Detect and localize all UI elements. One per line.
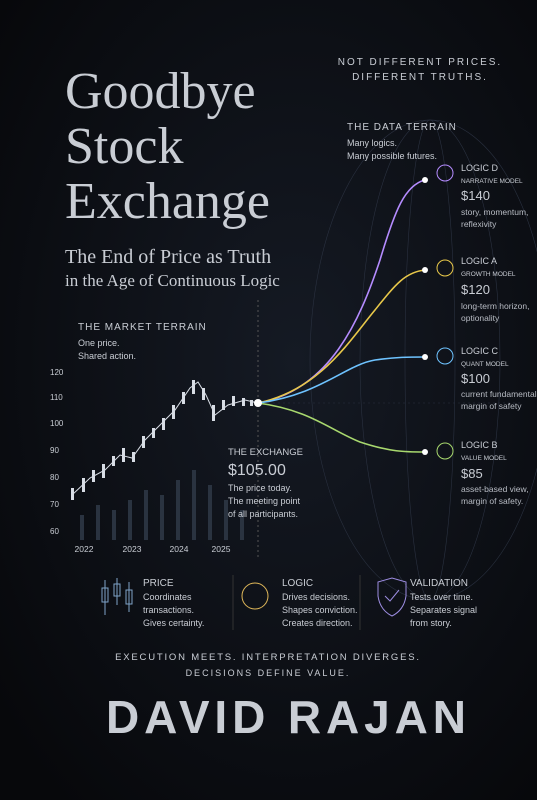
title: Stock: [65, 118, 183, 175]
candles: [71, 380, 253, 500]
pillar-text: Tests over time.: [410, 592, 473, 602]
section-heading: THE MARKET TERRAIN: [78, 322, 207, 333]
tick-label: 90: [50, 446, 59, 455]
logic-d: LOGIC D NARRATIVE MODEL $140 story, mome…: [422, 163, 528, 229]
pillar-text: from story.: [410, 618, 452, 628]
tagline: DIFFERENT TRUTHS.: [352, 72, 488, 83]
logic-model: QUANT MODEL: [461, 361, 509, 368]
exchange-text: The meeting point: [228, 496, 301, 506]
pillar-text: Gives certainty.: [143, 618, 204, 628]
exchange-price: $105.00: [228, 462, 286, 479]
tick-label: 120: [50, 368, 64, 377]
y-axis: 120 110 100 90 80 70 60: [50, 368, 64, 536]
logic-model: VALUE MODEL: [461, 455, 507, 462]
logic-text: asset-based view,: [461, 484, 529, 494]
pillars: PRICE Coordinates transactions. Gives ce…: [101, 575, 477, 630]
pillar-text: Coordinates: [143, 592, 192, 602]
logic-name: LOGIC A: [461, 256, 497, 266]
title: Goodbye: [65, 63, 256, 120]
section-text: One price.: [78, 338, 120, 348]
exchange-text: The price today.: [228, 483, 292, 493]
tagline: NOT DIFFERENT PRICES.: [338, 57, 502, 68]
pillar-title: LOGIC: [282, 578, 313, 589]
pillar-text: Drives decisions.: [282, 592, 350, 602]
exchange-point: [254, 399, 262, 407]
exchange-heading: THE EXCHANGE: [228, 447, 303, 458]
footer-line: EXECUTION MEETS. INTERPRETATION DIVERGES…: [115, 652, 421, 663]
title: Exchange: [65, 173, 270, 230]
pillar-text: Shapes conviction.: [282, 605, 358, 615]
logic-price: $85: [461, 466, 483, 481]
exchange-text: of all participants.: [228, 509, 298, 519]
logic-text: margin of safety.: [461, 496, 523, 506]
logic-model: GROWTH MODEL: [461, 271, 516, 278]
tick-label: 80: [50, 473, 59, 482]
tick-label: 110: [50, 393, 63, 402]
tick-label: 2023: [123, 544, 142, 554]
globe-grid: [258, 119, 537, 601]
pillar-text: Creates direction.: [282, 618, 353, 628]
section-text: Many logics.: [347, 138, 397, 148]
logic-text: story, momentum,: [461, 207, 528, 217]
footer-line: DECISIONS DEFINE VALUE.: [186, 668, 351, 678]
logic-price: $120: [461, 282, 490, 297]
logic-text: long-term horizon,: [461, 301, 530, 311]
logic-model: NARRATIVE MODEL: [461, 178, 523, 185]
pillar-text: Separates signal: [410, 605, 477, 615]
subtitle: The End of Price as Truth: [65, 246, 271, 268]
logic-name: LOGIC B: [461, 440, 498, 450]
logic-curves: [257, 179, 426, 453]
volume-bars: [80, 470, 244, 540]
tick-label: 100: [50, 419, 64, 428]
logic-price: $140: [461, 188, 490, 203]
subtitle: in the Age of Continuous Logic: [65, 271, 280, 290]
x-axis: 2022 2023 2024 2025: [75, 544, 231, 554]
logic-a: LOGIC A GROWTH MODEL $120 long-term hori…: [422, 256, 530, 323]
tick-label: 2022: [75, 544, 94, 554]
logic-price: $100: [461, 371, 490, 386]
pillar-title: VALIDATION: [410, 578, 468, 589]
logic-text: margin of safety: [461, 401, 522, 411]
tick-label: 2025: [212, 544, 231, 554]
section-text: Many possible futures.: [347, 151, 437, 161]
section-heading: THE DATA TERRAIN: [347, 122, 457, 133]
logic-text: optionality: [461, 313, 500, 323]
section-text: Shared action.: [78, 351, 136, 361]
logic-name: LOGIC D: [461, 163, 499, 173]
pillar-text: transactions.: [143, 605, 194, 615]
logic-text: current fundamentals,: [461, 389, 537, 399]
logic-name: LOGIC C: [461, 346, 499, 356]
logic-c: LOGIC C QUANT MODEL $100 current fundame…: [422, 346, 537, 411]
logic-text: reflexivity: [461, 219, 497, 229]
tick-label: 2024: [170, 544, 189, 554]
pillar-title: PRICE: [143, 578, 174, 589]
tick-label: 60: [50, 527, 59, 536]
tick-label: 70: [50, 500, 59, 509]
logic-b: LOGIC B VALUE MODEL $85 asset-based view…: [422, 440, 529, 506]
